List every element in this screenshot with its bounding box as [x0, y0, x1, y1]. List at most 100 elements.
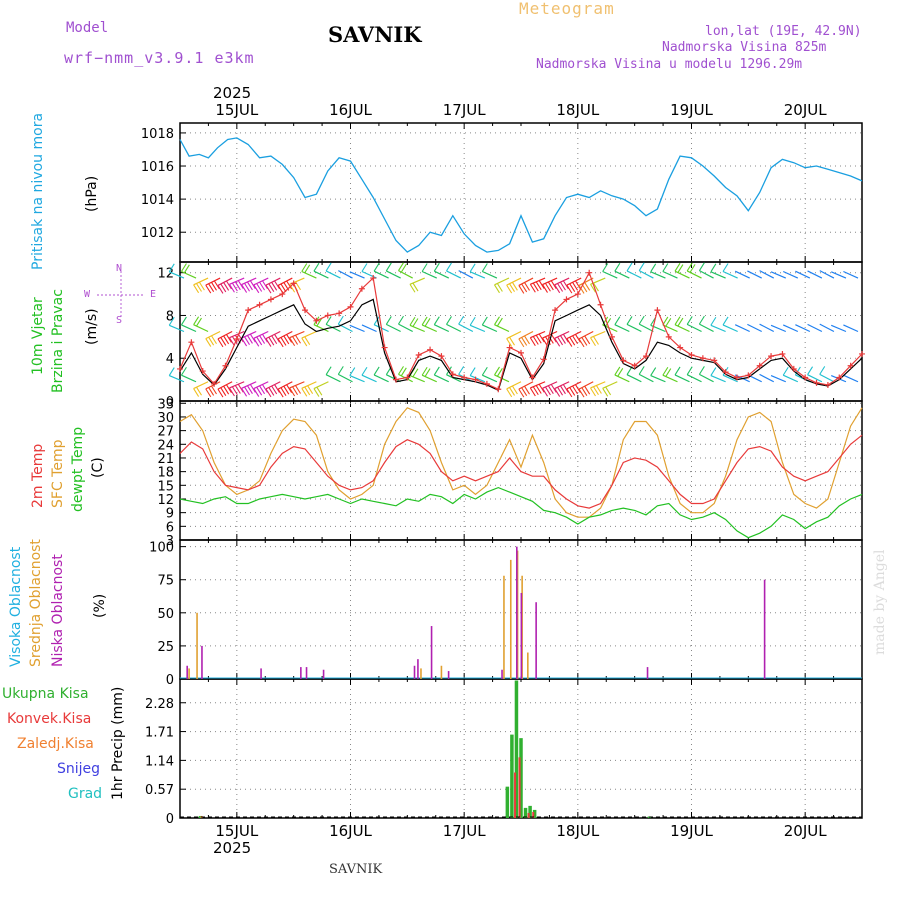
wind-barb-feather: [280, 283, 287, 293]
wind-gust-marker: [472, 376, 479, 383]
wind-barb-feather: [511, 385, 518, 395]
wind-barb: [181, 324, 197, 333]
footer-station: SAVNIK: [329, 862, 383, 877]
sfc-temp-line: [179, 407, 863, 518]
wind-barb: [770, 271, 787, 279]
wind-barb: [638, 323, 654, 333]
xtick-label-top: 19JUL: [670, 101, 713, 119]
wind-barb: [590, 330, 606, 339]
wind-barb-feather: [274, 334, 281, 343]
wind-barb: [722, 324, 738, 333]
wind-barb-feather: [650, 263, 657, 273]
wind-barb-feather: [557, 386, 564, 396]
wind-barb-feather: [211, 282, 217, 291]
wind-barb-feather: [578, 388, 585, 398]
wind-barb-feather: [807, 366, 814, 375]
wind-barb-feather: [538, 333, 545, 343]
wind-barb-feather: [280, 337, 287, 346]
wind-barb-feather: [244, 336, 250, 346]
wind-barb: [289, 381, 305, 389]
wind-barb-feather: [574, 280, 581, 290]
wind-barb-feather: [710, 367, 717, 376]
wind-barb-feather: [225, 384, 232, 394]
wind-barb-feather: [562, 333, 569, 343]
precip-conv-bar: [514, 772, 517, 818]
wind-barb: [626, 323, 642, 333]
wind-barb-feather: [562, 384, 569, 393]
wind-barb: [710, 271, 726, 279]
wind-barb-feather: [506, 338, 513, 347]
wind-barb-feather: [223, 335, 230, 345]
wind-gust-marker: [688, 352, 695, 359]
wind-barb: [782, 270, 799, 279]
wind-barb: [169, 271, 185, 279]
wind-barb-feather: [496, 368, 503, 377]
ytick-label: 1018: [141, 127, 174, 142]
wind-barb-feather: [524, 282, 530, 291]
panel-frame: [179, 400, 863, 541]
precip-total-bar: [532, 809, 537, 818]
ytick-label: 75: [157, 574, 174, 589]
ytick-label: 18: [157, 466, 174, 481]
wind-barb-feather: [572, 385, 579, 395]
wind-barb-feather: [698, 315, 705, 325]
wind-barb-feather: [569, 283, 576, 293]
wind-barb: [506, 277, 522, 286]
wind-barb-feather: [595, 385, 602, 394]
wind-barb-feather: [183, 264, 190, 274]
wind-gust-marker: [745, 372, 752, 379]
ytick-label: 0: [166, 673, 174, 688]
wind-barb-feather: [535, 385, 542, 394]
meteogram-title: Meteogram: [519, 0, 615, 18]
wind-barb: [482, 324, 498, 333]
wind-barb: [638, 373, 654, 383]
wind-barb-feather: [256, 386, 263, 396]
model-name: wrf−nmm_v3.9.1 e3km: [64, 49, 255, 67]
wind-barb-feather: [518, 285, 525, 294]
wind-barb-feather: [168, 367, 175, 376]
wind-barb-feather: [469, 263, 476, 273]
xtick-label-top: 16JUL: [329, 101, 372, 119]
wind-barb-feather: [496, 317, 503, 327]
wind-gust-marker: [449, 371, 456, 378]
wind-barb-feather: [398, 315, 404, 325]
rain-legend: Ukupna Kisa: [2, 686, 89, 702]
wind-barb: [650, 271, 666, 279]
wind-barb-feather: [677, 264, 684, 273]
wind-barb: [181, 270, 197, 279]
wind-barb-feather: [196, 283, 202, 292]
wind-barb-feather: [168, 316, 175, 326]
wind-barb: [674, 324, 690, 333]
wind-barb: [710, 324, 726, 333]
wind-barb-feather: [217, 338, 224, 348]
wind-barb-feather: [277, 338, 284, 348]
wind-barb: [265, 330, 281, 340]
wind-barb-feather: [578, 285, 585, 294]
wind-barb-feather: [481, 366, 488, 376]
wind-barb-feather: [722, 263, 729, 272]
wind-barb-feather: [521, 337, 528, 346]
wind-gust-marker: [495, 386, 502, 393]
wind-gust-marker: [199, 368, 206, 375]
wind-barb-feather: [205, 388, 212, 398]
wind-barb-feather: [249, 333, 256, 343]
xtick-label-bottom: 16JUL: [329, 822, 372, 840]
conv-legend: Konvek.Kisa: [7, 711, 92, 727]
wind-barb-feather: [535, 334, 542, 344]
wind-gust-marker: [608, 333, 615, 340]
wind-barb: [566, 381, 582, 390]
wind-gust-marker: [802, 374, 809, 381]
wind-barb-feather: [572, 335, 579, 345]
wind-barb-feather: [698, 262, 705, 271]
wind-barb-feather: [337, 366, 344, 375]
wind-barb-feather: [481, 316, 488, 326]
wind-barb: [434, 374, 450, 383]
wind-barb: [169, 324, 185, 333]
wind-barb-feather: [518, 388, 525, 398]
wind-barb: [747, 270, 762, 279]
wind-barb: [626, 374, 642, 383]
wind-barb-feather: [246, 335, 253, 344]
wind-gust-marker: [711, 357, 718, 364]
wind-gust-marker: [302, 307, 309, 314]
